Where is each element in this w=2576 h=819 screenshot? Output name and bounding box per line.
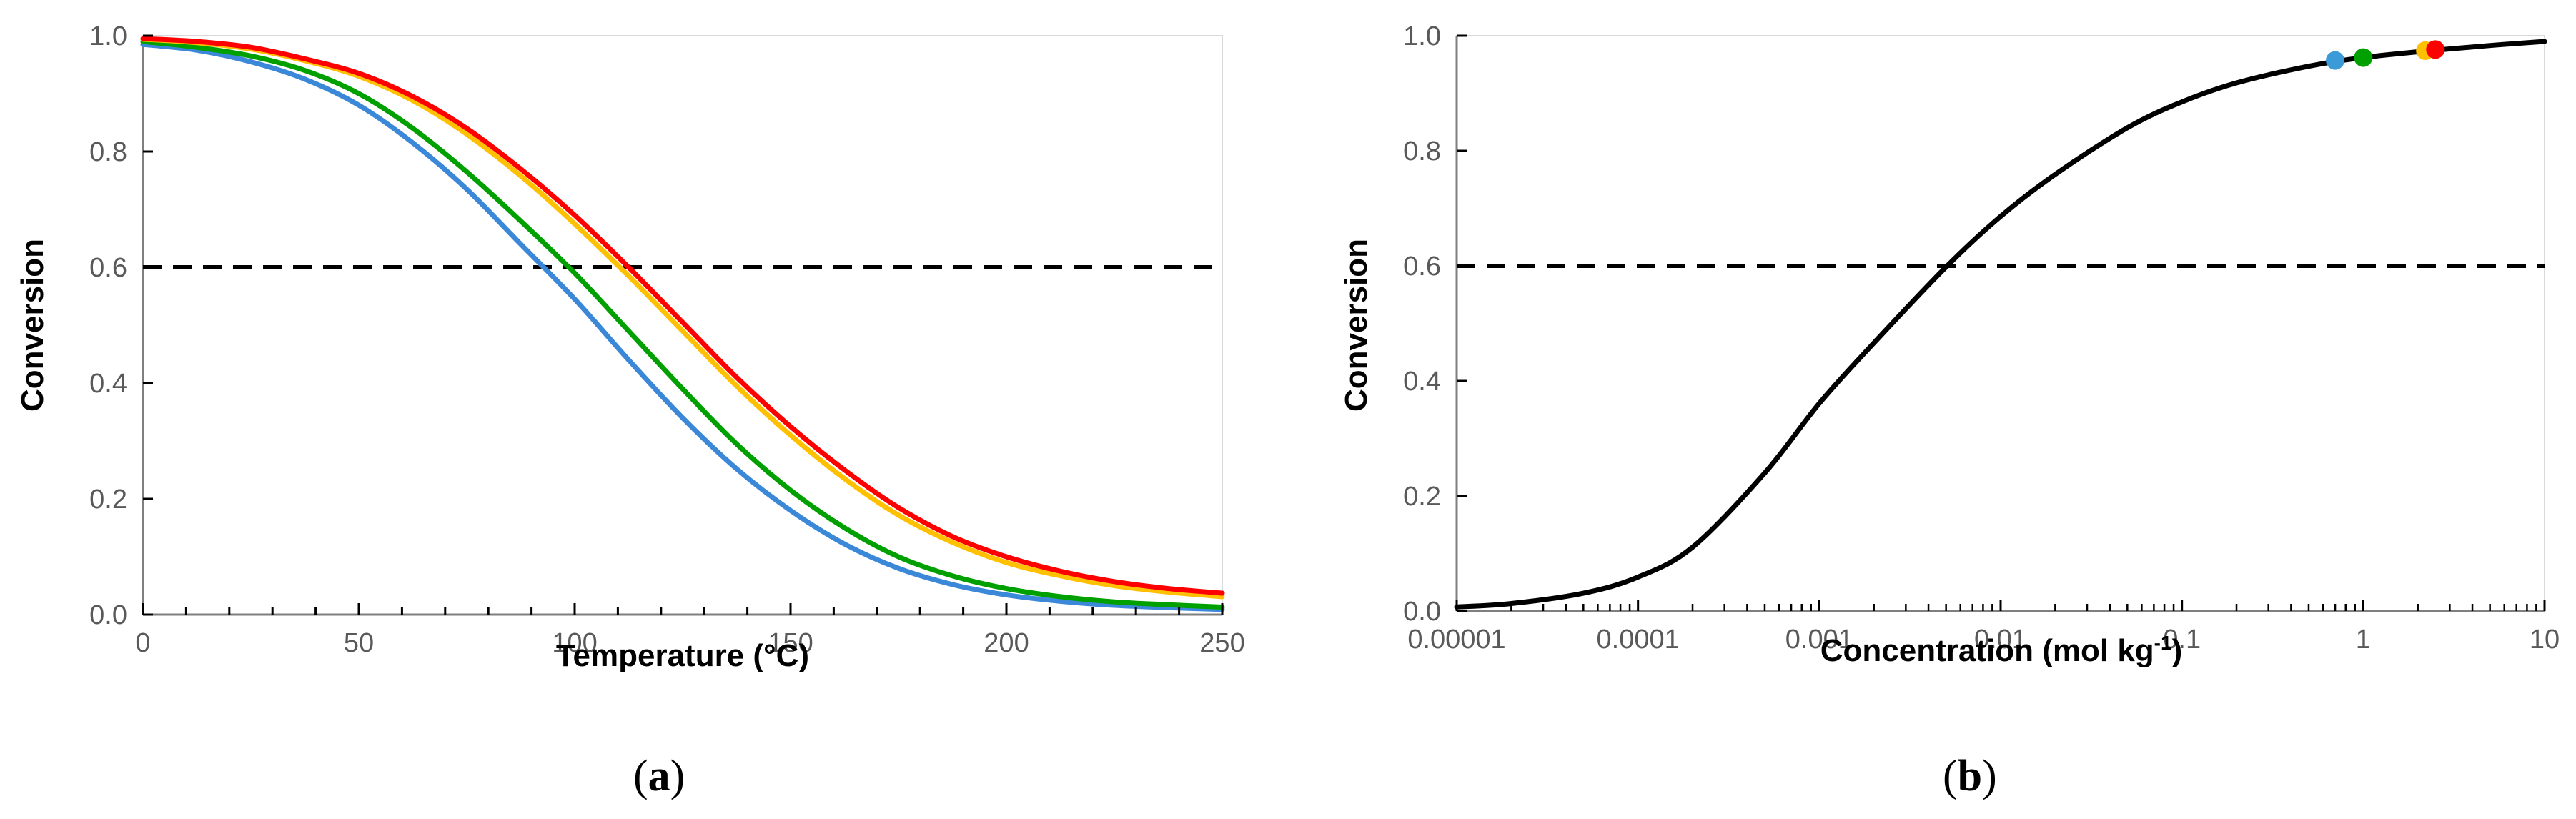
panel-b-label-letter: b bbox=[1958, 752, 1982, 800]
panel-b-y-tick-label: 0.0 bbox=[1403, 597, 1441, 627]
panel-b-x-tick-label: 0.00001 bbox=[1407, 625, 1505, 655]
panel-b-y-tick-label: 1.0 bbox=[1403, 21, 1441, 51]
panel-a-y-ticks: 0.0 0.2 0.4 0.6 0.8 1.0 bbox=[89, 21, 153, 630]
panel-b-x-axis-title-superscript: -1 bbox=[2154, 632, 2172, 654]
panel-a-label-open-paren: ( bbox=[633, 752, 648, 800]
panel-a-y-tick-label: 1.0 bbox=[89, 21, 127, 51]
panel-a-label-letter: a bbox=[648, 752, 670, 800]
panel-b-y-axis-title: Conversion bbox=[1339, 239, 1374, 412]
panel-b-y-tick-label: 0.4 bbox=[1403, 367, 1441, 397]
panel-b-marks bbox=[1454, 36, 2547, 612]
panel-a-x-ticks: 0 50 100 150 200 250 bbox=[135, 603, 1245, 658]
panel-a-y-tick-label: 0.2 bbox=[89, 485, 127, 515]
panel-a-marks bbox=[140, 36, 1225, 616]
panel-b-y-ticks: 0.0 0.2 0.4 0.6 0.8 1.0 bbox=[1403, 21, 1467, 627]
panel-b-x-tick-label: 0.1 bbox=[2163, 625, 2201, 655]
panel-a-series-blue bbox=[140, 41, 1225, 612]
panel-b-concentration-chart: 0.00001 0.0001 0.001 0.01 0.1 1 10 0.00.20.40.… bbox=[1339, 21, 2560, 800]
panel-b-point-red bbox=[2426, 40, 2445, 59]
panel-b-conversion-curve bbox=[1454, 39, 2547, 610]
panel-a-x-tick-label: 100 bbox=[552, 628, 597, 658]
panel-a-y-tick-label: 0.4 bbox=[89, 369, 127, 399]
panel-a-x-tick-label: 50 bbox=[344, 628, 374, 658]
panel-b-x-tick-label: 1 bbox=[2356, 625, 2371, 655]
panel-b-x-tick-label: 10 bbox=[2530, 625, 2560, 655]
panel-a-y-axis-title: Conversion bbox=[15, 239, 50, 412]
panel-b-point-blue bbox=[2326, 51, 2345, 70]
panel-a-label-close-paren: ) bbox=[670, 752, 685, 800]
panel-b-x-axis-title-main: Concentration (mol kg bbox=[1820, 633, 2154, 668]
panel-b-plot-border bbox=[1456, 35, 2545, 612]
panel-a-x-axis-title: Temperature (°C) bbox=[556, 638, 809, 673]
panel-a-x-tick-label: 150 bbox=[768, 628, 813, 658]
panel-a-temperature-chart: 0 50 100 150 200 250 0.0 0.2 0.4 0.6 0.8 1.0 Tempe… bbox=[15, 21, 1245, 800]
panel-a-x-tick-label: 0 bbox=[135, 628, 150, 658]
panel-a-x-tick-label: 200 bbox=[984, 628, 1029, 658]
panel-b-x-tick-label: 0.001 bbox=[1785, 625, 1853, 655]
panel-a-label: (a) bbox=[633, 752, 685, 800]
panel-b-point-green bbox=[2354, 48, 2373, 67]
panel-b-x-tick-label: 0.01 bbox=[1974, 625, 2027, 655]
panel-b-x-ticks: 0.00001 0.0001 0.001 0.01 0.1 1 10 bbox=[1407, 600, 2560, 655]
panel-b-label-close-paren: ) bbox=[1982, 752, 1997, 800]
panel-a-y-tick-label: 0.8 bbox=[89, 137, 127, 167]
panel-b-y-tick-label: 0.2 bbox=[1403, 482, 1441, 512]
panel-a-series-green bbox=[140, 39, 1225, 610]
panel-a-series-red bbox=[140, 36, 1225, 596]
panel-b-label-open-paren: ( bbox=[1943, 752, 1958, 800]
panel-a-series-orange bbox=[140, 36, 1225, 600]
panel-b-label: (b) bbox=[1943, 752, 1997, 800]
panel-a-y-tick-label: 0.0 bbox=[89, 600, 127, 630]
panel-b-x-tick-label: 0.0001 bbox=[1597, 625, 1680, 655]
panel-a-y-tick-label: 0.6 bbox=[89, 253, 127, 283]
panel-b-x-axis-title: Concentration (mol kg-1) bbox=[1820, 632, 2182, 668]
panel-b-y-tick-label: 0.6 bbox=[1403, 252, 1441, 282]
panel-b-x-axis-title-suffix: ) bbox=[2172, 633, 2183, 668]
panel-b-y-tick-label: 0.8 bbox=[1403, 136, 1441, 167]
panel-a-x-tick-label: 250 bbox=[1199, 628, 1244, 658]
